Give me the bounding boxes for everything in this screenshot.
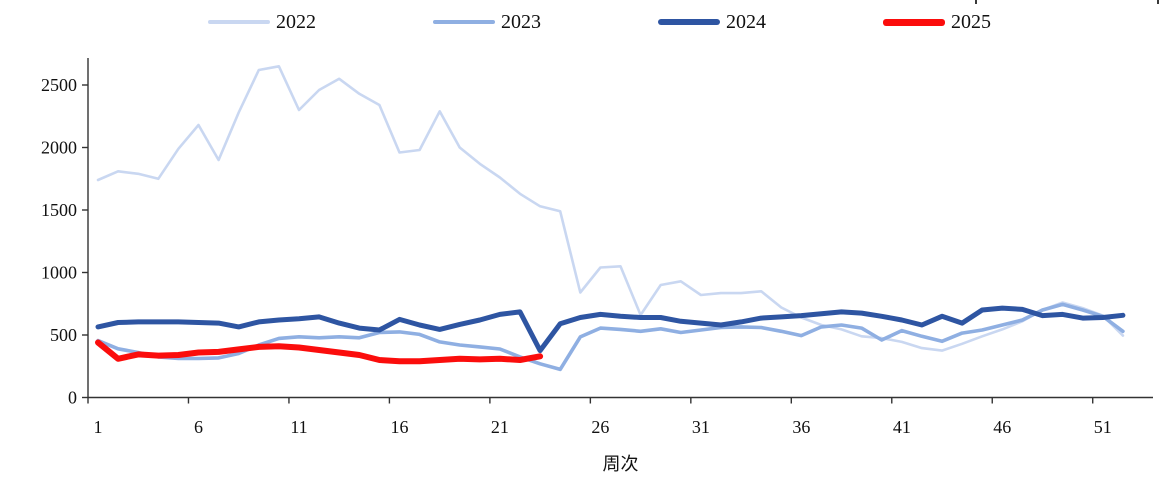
svg-text:46: 46 [993,417,1011,437]
svg-text:21: 21 [491,417,509,437]
legend-label-2023: 2023 [501,11,541,33]
legend-swatch-2022 [208,20,270,24]
svg-text:36: 36 [792,417,810,437]
stray-mark [975,0,977,4]
legend-item-2023: 2023 [433,8,658,36]
legend-item-2024: 2024 [658,8,883,36]
svg-text:26: 26 [591,417,609,437]
svg-text:500: 500 [50,325,77,345]
legend-label-2025: 2025 [951,11,991,33]
x-axis-title: 周次 [602,454,639,474]
legend-item-2025: 2025 [883,8,1108,36]
svg-text:31: 31 [692,417,710,437]
svg-text:11: 11 [290,417,307,437]
legend-swatch-2023 [433,19,495,25]
svg-text:6: 6 [194,417,203,437]
svg-text:1500: 1500 [41,200,77,220]
legend-label-2024: 2024 [726,11,766,33]
svg-text:0: 0 [68,388,77,408]
legend-item-2022: 2022 [208,8,433,36]
svg-text:1: 1 [94,417,103,437]
legend: 2022 2023 2024 2025 [208,8,1108,36]
legend-swatch-2025 [883,18,945,26]
legend-label-2022: 2022 [276,11,316,33]
svg-text:2000: 2000 [41,138,77,158]
svg-text:16: 16 [390,417,408,437]
svg-text:1000: 1000 [41,263,77,283]
stray-mark [1157,0,1159,4]
legend-swatch-2024 [658,19,720,25]
svg-text:2500: 2500 [41,75,77,95]
svg-text:51: 51 [1094,417,1112,437]
svg-text:41: 41 [893,417,911,437]
